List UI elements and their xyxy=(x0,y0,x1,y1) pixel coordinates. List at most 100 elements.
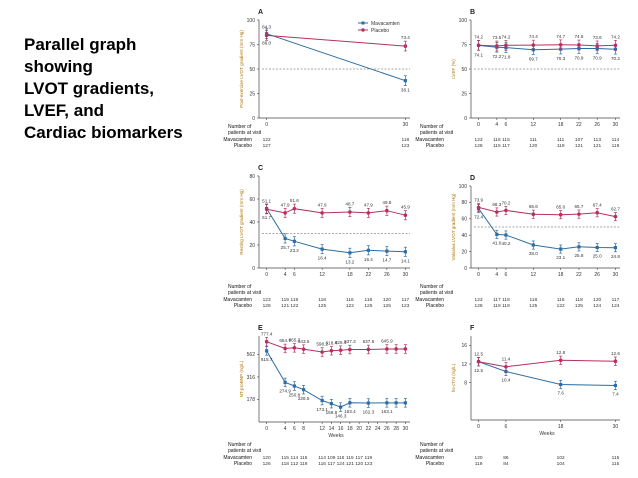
x-tick-label-E: 12 xyxy=(319,426,325,432)
y-tick-label-A: 25 xyxy=(249,91,255,97)
y-tick-label-C: 0 xyxy=(252,266,255,272)
patients-count-mavacamten-C: 119 xyxy=(281,297,289,303)
x-tick-label-B: 22 xyxy=(576,122,582,128)
y-tick-label-B: 25 xyxy=(461,91,467,97)
patients-count-placebo-B: 117 xyxy=(502,143,510,149)
point-placebo-E xyxy=(394,347,398,351)
x-tick-label-D: 12 xyxy=(531,272,537,278)
data-label-mavacamten-B: 70.2 xyxy=(611,56,620,61)
panel-letter-F: F xyxy=(470,325,475,332)
series-line-placebo-F xyxy=(478,359,616,368)
y-tick-label-C: 80 xyxy=(249,174,255,180)
data-label-mavacamten-B: 74.1 xyxy=(474,52,483,57)
data-label-placebo-D: 70.2 xyxy=(501,200,510,205)
patients-header-A: Number of xyxy=(228,124,252,130)
point-mavacamten-E xyxy=(320,398,324,403)
point-placebo-A xyxy=(403,44,408,48)
patients-count-placebo-B: 115 xyxy=(493,143,501,149)
data-label-mavacamten-E: 228.5 xyxy=(298,396,310,401)
x-tick-label-E: 16 xyxy=(338,426,344,432)
patients-count-placebo-A: 127 xyxy=(263,143,271,149)
x-tick-label-E: 30 xyxy=(403,426,409,432)
patients-label-mavacamten-A: Mavacamten xyxy=(223,137,252,143)
patients-count-mavacamten-D: 123 xyxy=(475,297,483,303)
point-mavacamten-D xyxy=(559,247,563,251)
data-label-placebo-C: 51.1 xyxy=(262,199,271,204)
point-placebo-B xyxy=(595,44,599,48)
patients-count-mavacamten-E: 115 xyxy=(281,455,289,461)
patients-count-placebo-C: 122 xyxy=(290,303,298,309)
patients-count-placebo-F: 115 xyxy=(612,461,620,467)
data-label-mavacamten-F: 7.6 xyxy=(557,391,564,396)
patients-count-mavacamten-E: 115 xyxy=(337,455,345,461)
y-tick-label-D: 0 xyxy=(464,266,467,272)
patients-count-mavacamten-B: 111 xyxy=(557,137,565,143)
data-label-mavacamten-D: 40.2 xyxy=(501,241,510,246)
x-tick-label-A: 30 xyxy=(403,122,409,128)
point-placebo-D xyxy=(495,210,499,214)
point-mavacamten-E xyxy=(403,401,407,405)
y-tick-label-B: 50 xyxy=(461,67,467,73)
patients-count-mavacamten-E: 115 xyxy=(300,455,308,461)
x-tick-label-B: 30 xyxy=(613,122,619,128)
legend-marker-mavacamten xyxy=(361,21,365,25)
patients-label-mavacamten-E: Mavacamten xyxy=(223,455,252,461)
patients-count-mavacamten-C: 118 xyxy=(318,297,326,303)
patients-count-placebo-E: 126 xyxy=(263,461,271,467)
point-placebo-E xyxy=(329,348,334,353)
legend-marker-placebo xyxy=(361,28,365,32)
patients-count-placebo-E: 116 xyxy=(318,461,326,467)
y-tick-label-F: 16 xyxy=(461,343,467,349)
point-placebo-E xyxy=(292,346,297,350)
panel-C: C 0 20 40 60 80 0 4 6 12 18 22 26 30 Resting LVOT grad… xyxy=(223,165,410,309)
point-mavacamten-F xyxy=(559,382,563,387)
data-label-placebo-F: 12.6 xyxy=(611,351,620,356)
point-mavacamten-D xyxy=(577,245,581,249)
data-label-mavacamten-B: 71.8 xyxy=(501,55,510,60)
point-placebo-C xyxy=(403,213,408,218)
patients-count-mavacamten-C: 116 xyxy=(346,297,354,303)
patients-count-mavacamten-B: 107 xyxy=(575,137,583,143)
x-tick-label-B: 12 xyxy=(531,122,537,128)
data-label-placebo-E: 777.4 xyxy=(261,331,273,336)
point-placebo-B xyxy=(504,43,508,48)
patients-count-mavacamten-F: 120 xyxy=(475,455,483,461)
data-label-placebo-D: 62.7 xyxy=(611,206,620,211)
point-placebo-E xyxy=(385,347,389,351)
point-placebo-B xyxy=(495,44,499,48)
patients-count-mavacamten-F: 115 xyxy=(612,455,620,461)
patients-count-mavacamten-D: 118 xyxy=(575,297,583,303)
slide-title-line-3: LVOT gradients, xyxy=(24,79,155,98)
data-label-mavacamten-D: 24.8 xyxy=(611,254,620,259)
panel-letter-D: D xyxy=(470,175,475,182)
data-label-placebo-B: 74.2 xyxy=(611,34,620,39)
data-label-placebo-C: 49.8 xyxy=(382,200,391,205)
data-label-mavacamten-E: 615.7 xyxy=(261,357,273,362)
data-label-placebo-C: 51.6 xyxy=(290,198,299,203)
patients-count-placebo-E: 119 xyxy=(300,461,308,467)
data-label-mavacamten-D: 28.0 xyxy=(529,251,538,256)
slide-title: Parallel graph showing LVOT gradients, L… xyxy=(24,34,214,144)
point-mavacamten-C xyxy=(366,248,370,252)
data-label-placebo-D: 65.6 xyxy=(529,204,538,209)
data-label-mavacamten-F: 12.5 xyxy=(474,368,483,373)
data-label-placebo-B: 74.2 xyxy=(501,34,510,39)
patients-count-mavacamten-D: 118 xyxy=(529,297,537,303)
point-placebo-D xyxy=(558,212,563,217)
data-label-placebo-B: 74.5 xyxy=(574,34,583,39)
x-tick-label-E: 4 xyxy=(284,426,287,432)
data-label-placebo-F: 12.5 xyxy=(474,351,483,356)
patients-count-placebo-B: 119 xyxy=(557,143,565,149)
patients-count-mavacamten-B: 115 xyxy=(502,137,510,143)
panel-B: B 0 25 50 75 100 0 4 6 12 18 22 26 30 LVEF (%) 74.1 72.2… xyxy=(415,9,620,149)
point-mavacamten-F xyxy=(504,369,508,374)
slide-title-line-2: showing xyxy=(24,57,93,76)
point-placebo-C xyxy=(264,207,269,212)
data-label-mavacamten-C: 13.2 xyxy=(345,259,354,264)
patients-label-placebo-B: Placebo xyxy=(426,143,444,149)
point-placebo-C xyxy=(292,206,297,211)
point-placebo-C xyxy=(366,211,371,215)
slide-title-line-4: LVEF, and xyxy=(24,101,104,120)
y-tick-label-F: 8 xyxy=(464,380,467,386)
y-tick-label-E: 178 xyxy=(247,397,256,403)
